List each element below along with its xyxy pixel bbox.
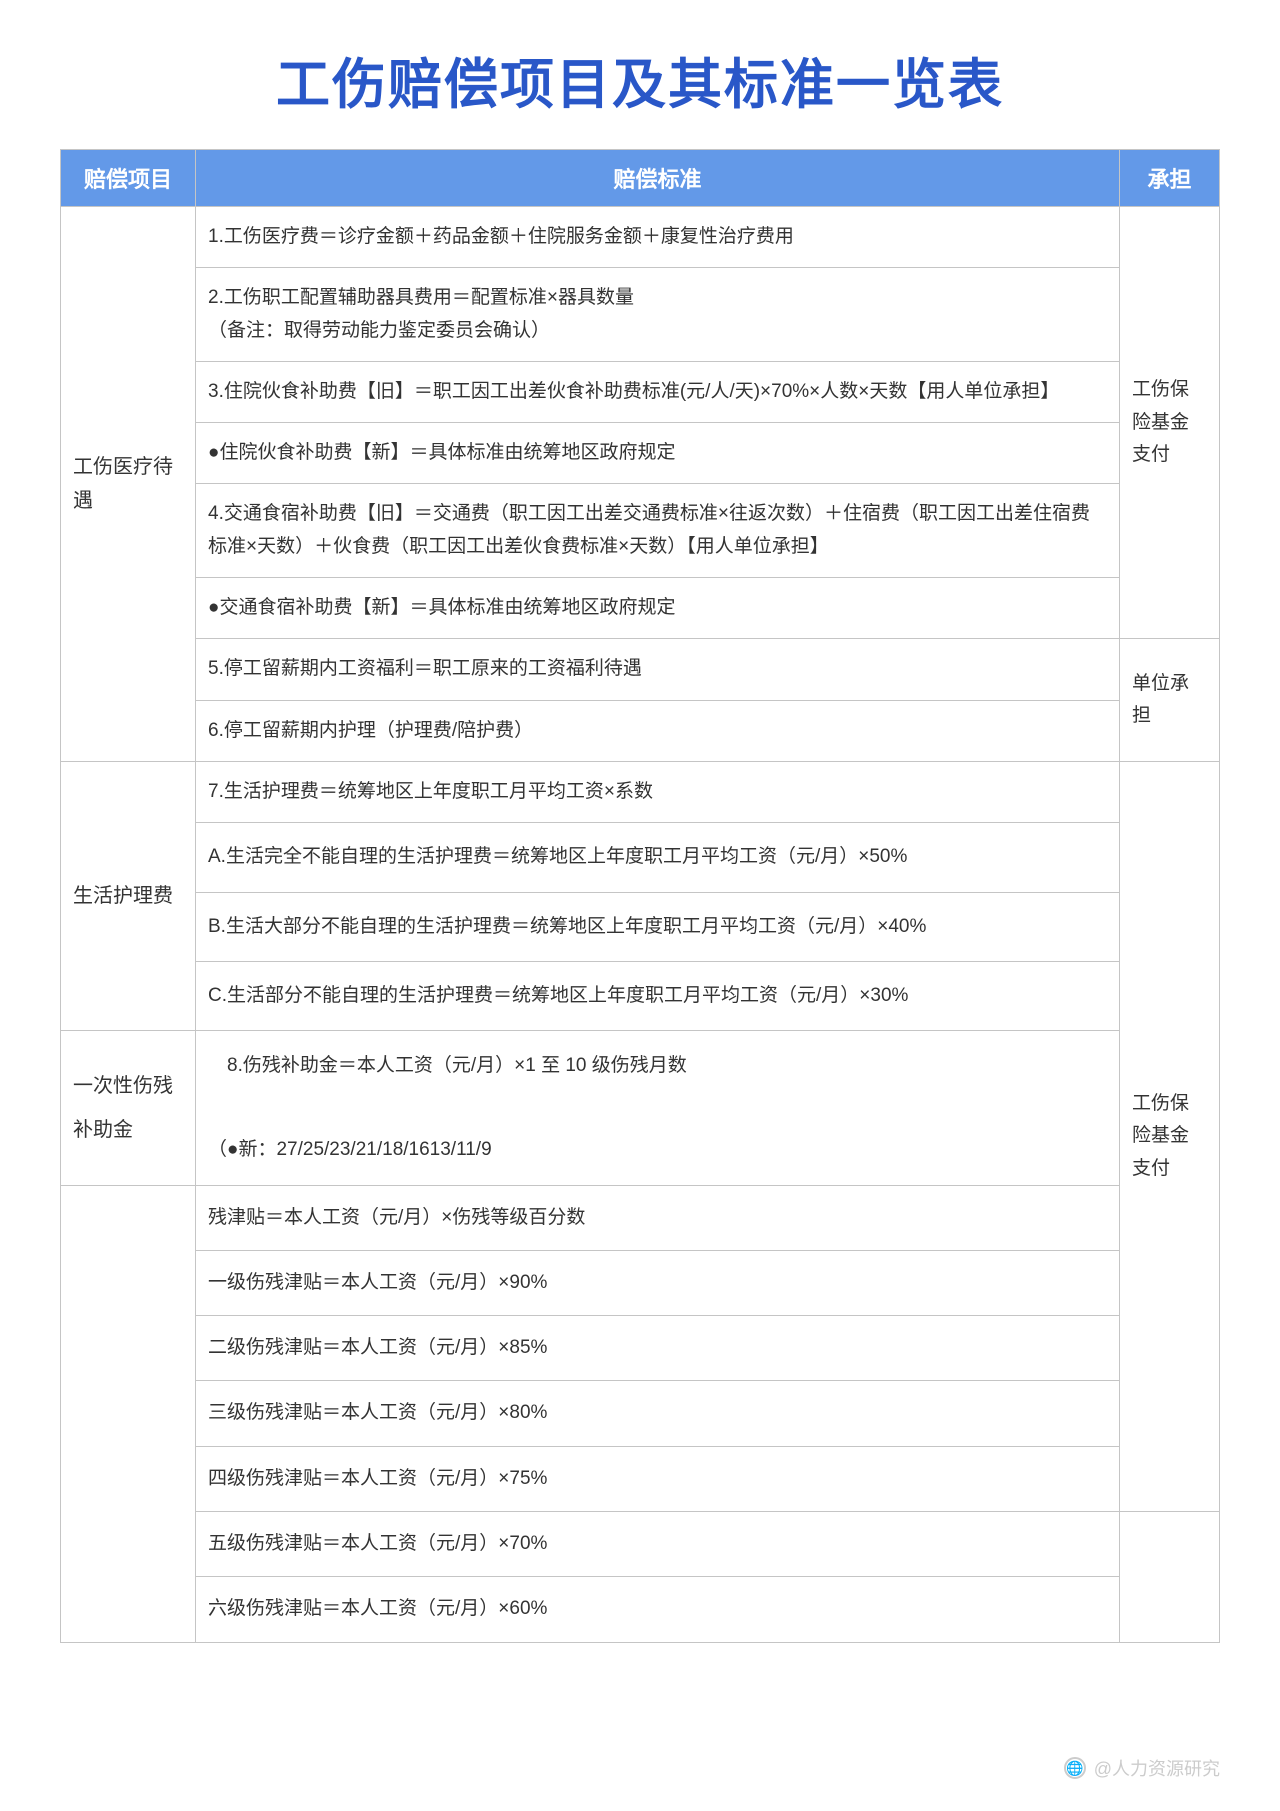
compensation-table: 赔偿项目 赔偿标准 承担 工伤医疗待遇 1.工伤医疗费＝诊疗金额＋药品金额＋住院…	[60, 149, 1220, 1643]
bearer-fund-1: 工伤保险基金支付	[1120, 207, 1220, 639]
table-row: 三级伤残津贴＝本人工资（元/月）×80%	[196, 1381, 1120, 1446]
bearer-empty	[1120, 1512, 1220, 1643]
table-row: A.生活完全不能自理的生活护理费＝统筹地区上年度职工月平均工资（元/月）×50%	[196, 823, 1120, 892]
project-allowance	[61, 1185, 196, 1642]
watermark: 🌐 @人力资源研究	[1064, 1755, 1220, 1781]
table-row: 8.伤残补助金＝本人工资（元/月）×1 至 10 级伤残月数 （●新：27/25…	[196, 1031, 1120, 1185]
table-row: ●交通食宿补助费【新】＝具体标准由统筹地区政府规定	[196, 578, 1120, 639]
table-row: B.生活大部分不能自理的生活护理费＝统筹地区上年度职工月平均工资（元/月）×40…	[196, 892, 1120, 961]
table-row: 二级伤残津贴＝本人工资（元/月）×85%	[196, 1316, 1120, 1381]
project-nursing: 生活护理费	[61, 761, 196, 1030]
table-row: 六级伤残津贴＝本人工资（元/月）×60%	[196, 1577, 1120, 1642]
table-row: C.生活部分不能自理的生活护理费＝统筹地区上年度职工月平均工资（元/月）×30%	[196, 961, 1120, 1030]
table-row: 四级伤残津贴＝本人工资（元/月）×75%	[196, 1446, 1120, 1511]
table-row: 2.工伤职工配置辅助器具费用＝配置标准×器具数量 （备注：取得劳动能力鉴定委员会…	[196, 268, 1120, 362]
table-row: 7.生活护理费＝统筹地区上年度职工月平均工资×系数	[196, 761, 1120, 822]
table-row: 五级伤残津贴＝本人工资（元/月）×70%	[196, 1512, 1120, 1577]
header-bearer: 承担	[1120, 150, 1220, 207]
page-title: 工伤赔偿项目及其标准一览表	[60, 40, 1220, 119]
table-row: 一级伤残津贴＝本人工资（元/月）×90%	[196, 1250, 1120, 1315]
bearer-fund-2: 工伤保险基金支付	[1120, 761, 1220, 1511]
project-onetime: 一次性伤残补助金	[61, 1031, 196, 1185]
table-row: 4.交通食宿补助费【旧】＝交通费（职工因工出差交通费标准×往返次数）＋住宿费（职…	[196, 484, 1120, 578]
table-row: 6.停工留薪期内护理（护理费/陪护费）	[196, 700, 1120, 761]
table-row: 1.工伤医疗费＝诊疗金额＋药品金额＋住院服务金额＋康复性治疗费用	[196, 207, 1120, 268]
table-row: 3.住院伙食补助费【旧】＝职工因工出差伙食补助费标准(元/人/天)×70%×人数…	[196, 361, 1120, 422]
table-row: 5.停工留薪期内工资福利＝职工原来的工资福利待遇	[196, 639, 1120, 700]
project-medical: 工伤医疗待遇	[61, 207, 196, 762]
watermark-text: @人力资源研究	[1094, 1755, 1220, 1781]
weibo-icon: 🌐	[1064, 1757, 1086, 1779]
table-row: 残津贴＝本人工资（元/月）×伤残等级百分数	[196, 1185, 1120, 1250]
bearer-employer: 单位承担	[1120, 639, 1220, 762]
header-project: 赔偿项目	[61, 150, 196, 207]
header-standard: 赔偿标准	[196, 150, 1120, 207]
table-row: ●住院伙食补助费【新】＝具体标准由统筹地区政府规定	[196, 423, 1120, 484]
